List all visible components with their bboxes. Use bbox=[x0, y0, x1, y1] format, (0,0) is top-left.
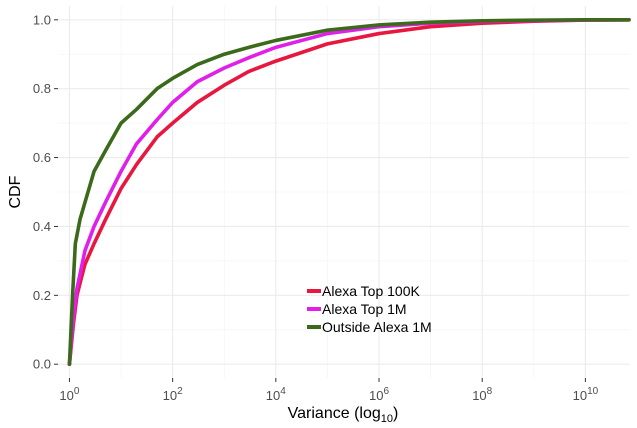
y-axis-ticks: 0.0 0.2 0.4 0.6 0.8 1.0 bbox=[33, 12, 58, 372]
x-tick-base: 10 bbox=[59, 388, 73, 403]
x-tick-label: 108 bbox=[472, 386, 492, 403]
legend: Alexa Top 100K Alexa Top 1M Outside Alexa … bbox=[307, 283, 432, 335]
x-axis-title-subscript: 10 bbox=[381, 413, 393, 425]
x-tick-exponent: 4 bbox=[280, 386, 286, 397]
y-axis-title: CDF bbox=[7, 175, 24, 208]
legend-label-0: Alexa Top 100K bbox=[322, 283, 420, 299]
x-tick-base: 10 bbox=[573, 388, 587, 403]
y-tick-label: 0.4 bbox=[33, 219, 51, 234]
x-tick-exponent: 6 bbox=[383, 386, 389, 397]
series-lines bbox=[67, 17, 631, 367]
grid-major bbox=[58, 6, 629, 378]
series-line-2 bbox=[67, 17, 631, 367]
x-tick-label: 100 bbox=[59, 386, 79, 403]
x-tick-label: 1010 bbox=[573, 386, 599, 403]
x-tick-exponent: 2 bbox=[177, 386, 183, 397]
x-tick-exponent: 8 bbox=[487, 386, 493, 397]
x-tick-label: 104 bbox=[266, 386, 286, 403]
y-tick-label: 0.6 bbox=[33, 150, 51, 165]
series-line-0 bbox=[67, 17, 631, 367]
y-tick-label: 0.0 bbox=[33, 357, 51, 372]
x-tick-base: 10 bbox=[266, 388, 280, 403]
x-tick-base: 10 bbox=[369, 388, 383, 403]
x-axis-title-main: Variance (log bbox=[288, 405, 381, 422]
x-axis-ticks: 100 102 104 106 108 1010 bbox=[59, 378, 599, 403]
legend-label-2: Outside Alexa 1M bbox=[322, 319, 432, 335]
x-tick-exponent: 10 bbox=[587, 386, 599, 397]
x-tick-exponent: 0 bbox=[74, 386, 80, 397]
x-axis-title-close: ) bbox=[393, 405, 398, 422]
y-tick-label: 1.0 bbox=[33, 12, 51, 27]
x-tick-label: 106 bbox=[369, 386, 389, 403]
x-axis-title: Variance (log10) bbox=[288, 405, 399, 425]
x-tick-label: 102 bbox=[163, 386, 183, 403]
y-tick-label: 0.2 bbox=[33, 288, 51, 303]
y-tick-label: 0.8 bbox=[33, 81, 51, 96]
legend-label-1: Alexa Top 1M bbox=[322, 301, 407, 317]
x-tick-base: 10 bbox=[472, 388, 486, 403]
x-tick-base: 10 bbox=[163, 388, 177, 403]
